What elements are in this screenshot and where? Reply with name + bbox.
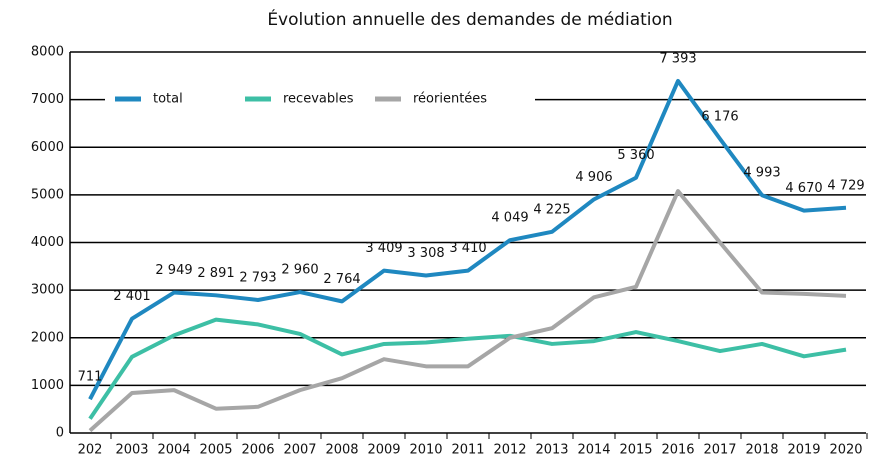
- x-tick-label: 2011: [451, 443, 484, 458]
- x-tick-label: 2018: [745, 443, 778, 458]
- x-tick-label: 2014: [577, 443, 610, 458]
- series-line: [88, 78, 847, 401]
- data-label: 7 393: [659, 51, 696, 66]
- x-tick-label: 2006: [241, 443, 274, 458]
- y-tick-label: 5000: [31, 187, 64, 202]
- y-tick-label: 0: [56, 426, 64, 441]
- y-tick-label: 3000: [31, 283, 64, 298]
- data-label: 2 793: [239, 270, 276, 285]
- data-label: 4 049: [491, 211, 528, 226]
- legend-label: réorientées: [413, 92, 487, 107]
- x-tick-label: 2010: [409, 443, 442, 458]
- data-label: 711: [78, 370, 103, 385]
- data-label: 5 360: [617, 148, 654, 163]
- series-line: [88, 189, 847, 433]
- x-tick-label: 2009: [367, 443, 400, 458]
- legend-label: total: [153, 92, 183, 107]
- data-label: 3 410: [449, 241, 486, 256]
- x-tick-label: 2005: [199, 443, 232, 458]
- legend-bg: [105, 86, 535, 112]
- y-tick-label: 4000: [31, 235, 64, 250]
- data-label: 2 401: [113, 289, 150, 304]
- y-tick-label: 7000: [31, 92, 64, 107]
- data-label: 4 670: [785, 181, 822, 196]
- x-tick-label: 2015: [619, 443, 652, 458]
- data-label: 3 409: [365, 241, 402, 256]
- y-tick-label: 2000: [31, 330, 64, 345]
- x-tick-label: 2017: [703, 443, 736, 458]
- data-label: 6 176: [701, 109, 738, 124]
- x-tick-label: 2020: [829, 443, 862, 458]
- y-tick-label: 6000: [31, 140, 64, 155]
- x-tick-label: 2019: [787, 443, 820, 458]
- data-label: 3 308: [407, 246, 444, 261]
- chart-title: Évolution annuelle des demandes de média…: [267, 8, 672, 30]
- x-tick-label: 202: [78, 443, 103, 458]
- series-line: [88, 317, 847, 420]
- data-label: 2 764: [323, 272, 360, 287]
- y-tick-label: 1000: [31, 378, 64, 393]
- data-label: 2 960: [281, 263, 318, 278]
- data-label: 4 729: [827, 178, 864, 193]
- data-label: 4 906: [575, 170, 612, 185]
- x-tick-label: 2008: [325, 443, 358, 458]
- data-label: 2 891: [197, 266, 234, 281]
- x-tick-label: 2012: [493, 443, 526, 458]
- data-label: 4 993: [743, 166, 780, 181]
- data-label: 4 225: [533, 202, 570, 217]
- legend-label: recevables: [283, 92, 354, 107]
- x-tick-label: 2003: [115, 443, 148, 458]
- x-tick-label: 2007: [283, 443, 316, 458]
- x-tick-label: 2016: [661, 443, 694, 458]
- x-tick-label: 2013: [535, 443, 568, 458]
- x-tick-label: 2004: [157, 443, 190, 458]
- data-label: 2 949: [155, 263, 192, 278]
- y-tick-label: 8000: [31, 45, 64, 60]
